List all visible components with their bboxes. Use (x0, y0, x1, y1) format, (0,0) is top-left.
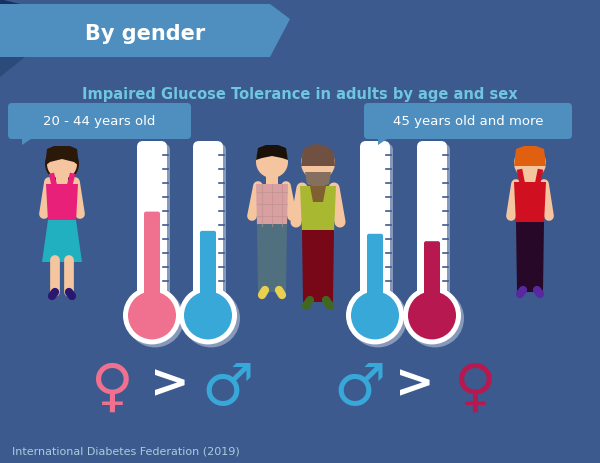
FancyBboxPatch shape (424, 242, 440, 312)
Polygon shape (305, 173, 331, 188)
Polygon shape (0, 0, 20, 5)
FancyBboxPatch shape (417, 142, 447, 301)
Polygon shape (516, 223, 544, 292)
FancyBboxPatch shape (420, 144, 450, 304)
Polygon shape (42, 220, 82, 263)
Text: >: > (150, 362, 190, 407)
Polygon shape (300, 187, 336, 232)
Polygon shape (257, 225, 287, 292)
Polygon shape (514, 147, 546, 167)
Polygon shape (302, 231, 334, 302)
FancyBboxPatch shape (56, 174, 68, 188)
Polygon shape (0, 5, 290, 58)
FancyBboxPatch shape (312, 174, 324, 189)
Polygon shape (301, 144, 335, 167)
Circle shape (406, 290, 464, 348)
Polygon shape (378, 136, 393, 146)
Circle shape (408, 292, 456, 340)
Circle shape (256, 147, 288, 179)
Polygon shape (514, 182, 546, 225)
Text: 45 years old and more: 45 years old and more (393, 115, 543, 128)
Circle shape (351, 292, 399, 340)
FancyBboxPatch shape (360, 142, 390, 301)
FancyBboxPatch shape (364, 104, 572, 140)
Polygon shape (310, 187, 326, 202)
Polygon shape (22, 136, 37, 146)
FancyBboxPatch shape (144, 212, 160, 312)
FancyBboxPatch shape (137, 142, 167, 301)
Text: ♂: ♂ (202, 359, 254, 416)
Circle shape (45, 148, 79, 181)
FancyBboxPatch shape (193, 142, 223, 301)
Text: ♀: ♀ (91, 359, 133, 416)
FancyBboxPatch shape (140, 144, 170, 304)
Text: >: > (395, 362, 435, 407)
Circle shape (403, 287, 461, 344)
FancyBboxPatch shape (266, 174, 278, 188)
Circle shape (123, 287, 181, 344)
Text: ♀: ♀ (454, 359, 496, 416)
Circle shape (182, 290, 240, 348)
Circle shape (346, 287, 404, 344)
Text: International Diabetes Federation (2019): International Diabetes Federation (2019) (12, 446, 240, 456)
Polygon shape (256, 185, 288, 226)
Text: 20 - 44 years old: 20 - 44 years old (43, 115, 155, 128)
Text: ♂: ♂ (334, 359, 386, 416)
Polygon shape (0, 58, 25, 78)
Text: Impaired Glucose Tolerance in adults by age and sex: Impaired Glucose Tolerance in adults by … (82, 88, 518, 102)
Circle shape (126, 290, 184, 348)
Circle shape (514, 148, 546, 180)
Polygon shape (46, 185, 78, 223)
Circle shape (184, 292, 232, 340)
Text: By gender: By gender (85, 24, 205, 44)
Circle shape (179, 287, 237, 344)
FancyBboxPatch shape (8, 104, 191, 140)
FancyBboxPatch shape (367, 234, 383, 312)
Polygon shape (45, 147, 79, 167)
Circle shape (128, 292, 176, 340)
Circle shape (47, 150, 77, 180)
Circle shape (349, 290, 407, 348)
FancyBboxPatch shape (196, 144, 226, 304)
FancyBboxPatch shape (200, 232, 216, 312)
FancyBboxPatch shape (524, 174, 536, 188)
FancyBboxPatch shape (363, 144, 393, 304)
Polygon shape (256, 146, 288, 161)
Circle shape (301, 147, 335, 181)
